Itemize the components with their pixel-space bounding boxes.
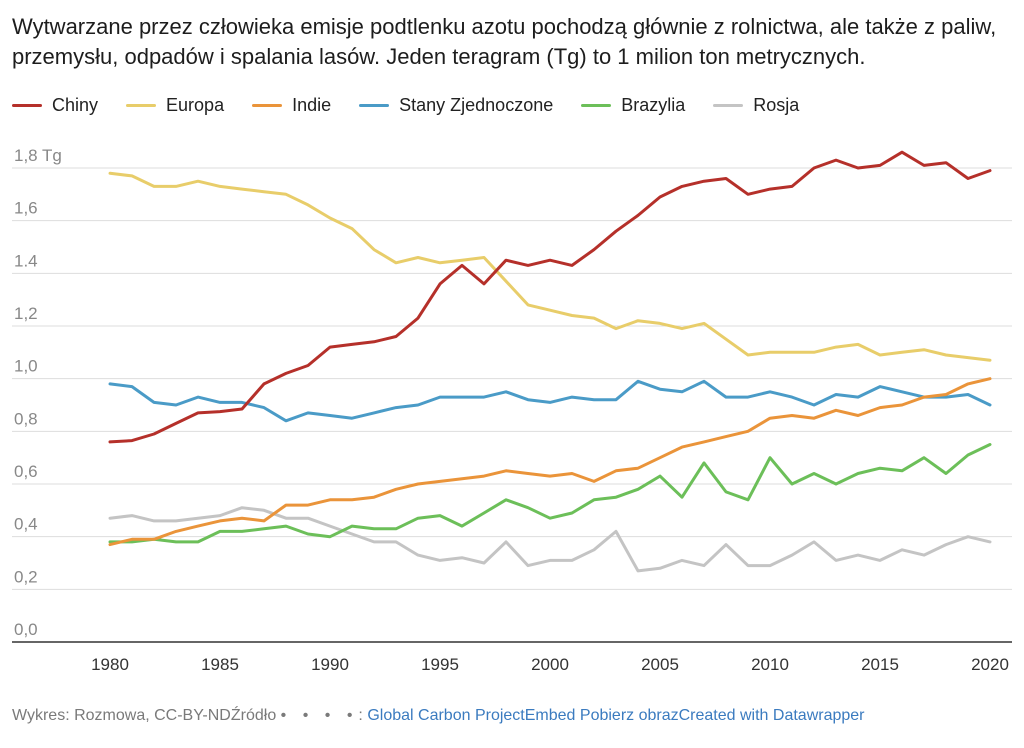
download-image-link[interactable]: Pobierz obraz bbox=[579, 707, 679, 724]
y-tick-label: 1,8 Tg bbox=[14, 146, 62, 165]
x-tick-label: 2010 bbox=[751, 655, 789, 674]
x-tick-label: 1995 bbox=[421, 655, 459, 674]
legend-swatch-brazylia bbox=[581, 103, 612, 107]
legend-swatch-europa bbox=[126, 103, 157, 107]
legend-label-chiny: Chiny bbox=[52, 94, 99, 115]
legend-label-stany-zjednoczone: Stany Zjednoczone bbox=[399, 94, 554, 115]
legend-item-rosja: Rosja bbox=[713, 95, 799, 116]
y-tick-label: 1.4 bbox=[14, 251, 38, 270]
series-line-indie bbox=[108, 377, 992, 547]
y-tick-label: 0,6 bbox=[14, 462, 38, 481]
x-tick-label: 2005 bbox=[641, 655, 679, 674]
legend-item-brazylia: Brazylia bbox=[581, 95, 685, 116]
x-tick-label: 2020 bbox=[971, 655, 1009, 674]
legend-label-rosja: Rosja bbox=[753, 94, 800, 115]
series-line-chiny bbox=[108, 150, 992, 444]
series-line-europa bbox=[108, 171, 992, 362]
series-line-stany-zjednoczone bbox=[108, 379, 992, 423]
line-chart: 0,0 0,2 0,4 0,6 0,8 1,0 1,2 1.4 1,6 1,8 Tg 1980 198… bbox=[12, 146, 1012, 674]
legend-item-stany-zjednoczone: Stany Zjednoczone bbox=[359, 95, 553, 116]
chart-footer: Wykres: Rozmowa, CC-BY-NDŹródło • • • •:… bbox=[12, 707, 865, 725]
series-line-rosja bbox=[108, 506, 992, 573]
x-tick-label: 1980 bbox=[91, 655, 129, 674]
footer-separator: : bbox=[358, 707, 363, 724]
legend-label-indie: Indie bbox=[292, 94, 332, 115]
datawrapper-link[interactable]: Datawrapper bbox=[772, 707, 865, 724]
legend-swatch-stany-zjednoczone bbox=[359, 103, 390, 107]
y-tick-label: 1,6 bbox=[14, 199, 38, 218]
y-tick-label: 0,2 bbox=[14, 567, 38, 586]
x-tick-label: 1990 bbox=[311, 655, 349, 674]
chart-title: Wytwarzane przez człowieka emisje podtle… bbox=[12, 14, 997, 69]
legend-swatch-chiny bbox=[12, 103, 42, 107]
footer-source-label: Źródło bbox=[230, 707, 277, 724]
y-tick-label: 0,8 bbox=[14, 409, 38, 428]
source-link[interactable]: Global Carbon Project bbox=[367, 707, 525, 724]
legend-label-brazylia: Brazylia bbox=[621, 94, 686, 115]
footer-credit: Wykres: Rozmowa, CC-BY-ND bbox=[12, 707, 231, 724]
y-tick-label: 1,0 bbox=[14, 357, 38, 376]
embed-link[interactable]: Embed bbox=[524, 707, 576, 724]
legend-swatch-indie bbox=[252, 103, 283, 107]
x-tick-label: 2000 bbox=[531, 655, 569, 674]
x-tick-label: 1985 bbox=[201, 655, 239, 674]
x-tick-label: 2015 bbox=[861, 655, 899, 674]
legend-item-chiny: Chiny bbox=[12, 95, 98, 116]
legend-item-indie: Indie bbox=[252, 95, 331, 116]
legend-item-europa: Europa bbox=[126, 95, 224, 116]
footer-separator-dots: • • • • bbox=[280, 707, 359, 724]
series-line-brazylia bbox=[108, 443, 992, 544]
legend-label-europa: Europa bbox=[166, 94, 225, 115]
y-tick-label: 1,2 bbox=[14, 304, 38, 323]
legend-swatch-rosja bbox=[713, 103, 744, 107]
chart-legend: Chiny Europa Indie Stany Zjednoczone Bra… bbox=[12, 92, 827, 118]
y-tick-label: 0,0 bbox=[14, 620, 38, 639]
created-with-text: Created with bbox=[678, 707, 769, 724]
y-tick-label: 0,4 bbox=[14, 515, 38, 534]
